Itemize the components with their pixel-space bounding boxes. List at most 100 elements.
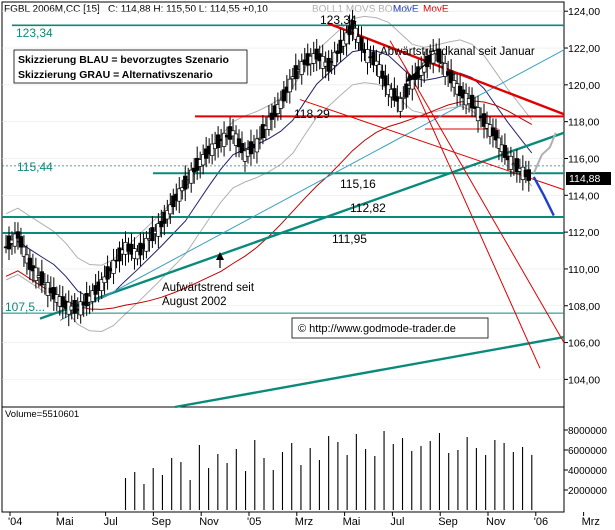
price-bar-body: [374, 60, 379, 66]
header-quote: C: 114,88 H: 115,50 L: 114,55 +0,10: [108, 4, 268, 15]
x-tick-label: Nov: [199, 516, 219, 528]
price-bar-body: [18, 236, 24, 248]
arrow-downtrend-head: [406, 73, 415, 82]
price-bar-body: [365, 49, 370, 64]
arrow-downtrend-shaft: [409, 61, 429, 79]
price-bar-body: [347, 25, 352, 36]
y-tick-label: 124,00: [568, 6, 600, 18]
y-tick-label: 108,00: [568, 301, 600, 313]
price-bar-body: [230, 130, 236, 137]
price-bar-body: [72, 299, 77, 314]
header-indicator-red: MovE: [423, 4, 449, 15]
level-label-123-34-left: 123,34: [16, 26, 53, 40]
y-tick-label: 112,00: [568, 227, 599, 239]
price-bar-body: [156, 223, 161, 237]
price-bar-body: [496, 137, 502, 149]
volume-tick-label: 6000000: [568, 446, 607, 457]
price-bar-body: [150, 227, 155, 242]
level-label-123-34: 123,34: [320, 13, 357, 27]
price-bar-body: [299, 61, 304, 75]
legend-line-2: Skizzierung GRAU = Alternativszenario: [18, 69, 213, 81]
price-bar-body: [293, 65, 298, 80]
price-bar-body: [257, 137, 263, 140]
price-bar-body: [448, 70, 454, 84]
downtrend-channel-line-1: [389, 40, 565, 343]
price-bar-body: [380, 70, 385, 79]
price-bar-body: [392, 88, 397, 101]
volume-label: Volume=5510601: [5, 409, 79, 420]
last-price-box: [566, 172, 611, 185]
x-tick-label: Jul: [104, 516, 118, 528]
price-bar-body: [281, 89, 286, 102]
price-bar-body: [371, 51, 376, 66]
x-tick-label: Mai: [343, 516, 361, 528]
price-bar-body: [15, 231, 21, 239]
y-tick-label: 110,00: [568, 264, 599, 276]
header-indicators: BOLL1 MOVS BOLL2: [312, 4, 410, 15]
price-bar-body: [105, 266, 110, 280]
price-bar-body: [350, 20, 355, 30]
price-bar-body: [201, 154, 206, 166]
price-bar-body: [475, 107, 481, 122]
price-bar-body: [344, 32, 349, 45]
x-axis-labels: '04MaiJulSepNov'05MrzMaiJulSepNov'06MrzM…: [8, 516, 600, 528]
price-bar-body: [99, 279, 104, 291]
price-bar-body: [481, 113, 487, 127]
price-bar-body: [275, 104, 281, 114]
x-tick-label: Jul: [390, 516, 404, 528]
price-bar-body: [33, 267, 39, 281]
downtrend-channel-line-2: [404, 66, 541, 369]
price-bar-body: [326, 57, 331, 72]
x-tick-label: Nov: [486, 516, 506, 528]
price-bar-body: [27, 257, 33, 270]
volume-tick-label: 2000000: [568, 486, 607, 497]
y-tick-label: 118,00: [568, 117, 599, 129]
price-bar-body: [377, 64, 382, 78]
price-bar-body: [209, 143, 215, 156]
price-bar-body: [353, 27, 358, 40]
price-bar-body: [78, 301, 83, 316]
level-label-118-29: 118,29: [294, 107, 330, 121]
price-bar-body: [493, 130, 499, 141]
uptrend-line-lower: [174, 335, 565, 409]
price-bar-body: [183, 175, 188, 190]
x-tick-label: Mai: [56, 516, 74, 528]
price-bar-body: [168, 204, 173, 215]
x-tick-label: Sep: [151, 516, 171, 528]
x-tick-label: '05: [247, 516, 261, 528]
header-symbol: FGBL 2006M,CC [15]: [4, 4, 100, 15]
price-bar-body: [502, 145, 508, 158]
level-label-107-5: 107,5...: [5, 300, 45, 314]
copyright-text: © http://www.godmode-trader.de: [298, 323, 456, 335]
scenario-blue: [532, 176, 555, 217]
price-bar-body: [144, 237, 149, 252]
price-bar-body: [138, 242, 143, 256]
price-bar-body: [215, 134, 221, 148]
price-bar-body: [508, 155, 514, 170]
annotation-uptrend-1: Aufwärtstrend seit: [162, 282, 255, 294]
price-bar-body: [431, 50, 436, 64]
x-tick-label: '06: [534, 516, 548, 528]
level-label-112-82: 112,82: [350, 201, 386, 215]
annotation-downtrend: Abwärtstrendkanal seit Januar: [380, 46, 535, 58]
level-label-115-16: 115,16: [340, 177, 376, 191]
last-price-label: 114,88: [569, 173, 600, 185]
price-bar-body: [221, 132, 227, 147]
price-bar-body: [236, 138, 242, 148]
price-bar-body: [189, 169, 194, 184]
price-bar-body: [254, 138, 260, 153]
x-axis-ticks: [2, 511, 585, 516]
price-bar-body: [404, 83, 409, 98]
level-label-111-95: 111,95: [332, 232, 367, 246]
x-tick-label: Sep: [438, 516, 458, 528]
y-tick-label: 106,00: [568, 338, 600, 350]
y-tick-label: 116,00: [568, 153, 599, 165]
price-bar-body: [90, 290, 95, 302]
price-bar-body: [165, 210, 170, 220]
price-bar-body: [287, 78, 292, 93]
price-bar-body: [51, 287, 56, 300]
price-bar-body: [260, 124, 266, 138]
y-grid: [2, 10, 568, 380]
arrow-uptrend-head: [216, 252, 224, 260]
